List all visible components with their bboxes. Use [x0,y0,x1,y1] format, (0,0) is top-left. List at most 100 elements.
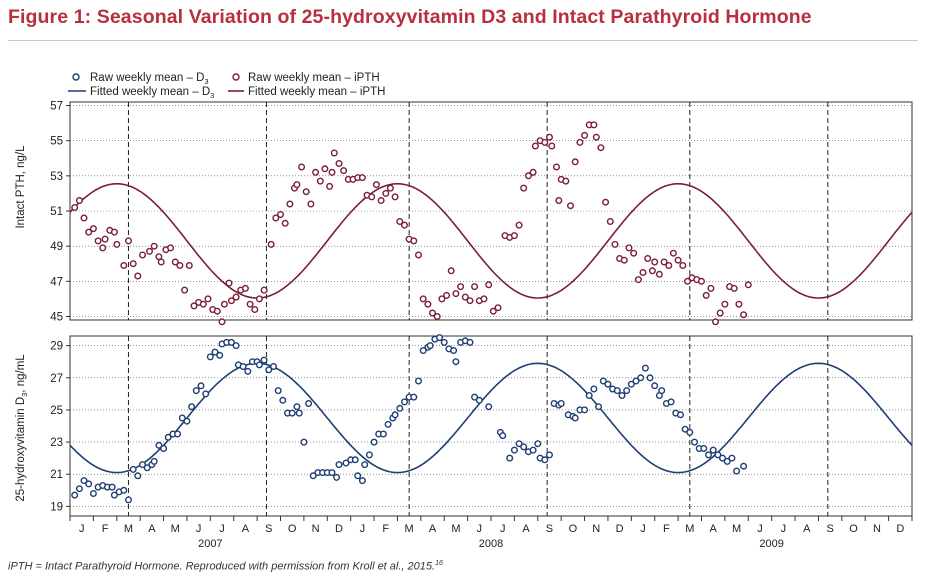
ipth-raw-point [293,181,301,189]
d3-y-tick-label: 29 [50,341,63,353]
d3-raw-point [677,411,685,419]
d3-raw-point [108,483,116,491]
ipth-raw-point [546,133,554,141]
ipth-raw-point [312,168,320,176]
d3-y-tick-label: 23 [50,437,63,449]
d3-raw-point [700,445,708,453]
d3-raw-point [719,454,727,462]
d3-panel: 19 21 23 25 27 29 [50,334,913,517]
d3-raw-point [585,392,593,400]
ipth-raw-point [199,300,207,308]
d3-raw-point [80,477,88,485]
ipth-raw-point [447,267,455,275]
d3-raw-point [164,433,172,441]
ipth-raw-point [438,295,446,303]
d3-raw-point [309,472,317,480]
legend-label-fit-d3: Fitted weekly mean – D3 [90,86,214,100]
d3-raw-point [520,443,528,451]
ipth-raw-point [597,144,605,152]
ipth-raw-point [471,283,479,291]
d3-raw-point [71,491,79,499]
d3-raw-point [546,451,554,459]
d3-raw-point [384,420,392,428]
month-tick-label: J [477,523,483,535]
top-y-axis-label: Intact PTH, ng/L [15,145,27,229]
ipth-raw-point [225,279,233,287]
ipth-raw-point [489,307,497,315]
ipth-raw-point [281,219,289,227]
d3-raw-point [686,428,694,436]
ipth-raw-point [634,276,642,284]
month-tick-label: A [803,523,811,535]
ipth-raw-point [602,198,610,206]
ipth-raw-point [443,291,451,299]
legend-label-raw-d3: Raw weekly mean – D3 [90,72,209,86]
month-tick-label: J [500,523,506,535]
ipth-raw-point [255,295,263,303]
ipth-raw-point [606,217,614,225]
ipth-raw-point [134,272,142,280]
d3-raw-point [379,430,387,438]
ipth-raw-point [358,174,366,182]
d3-raw-point [475,396,483,404]
ipth-raw-point [466,297,474,305]
ipth-raw-point [567,202,575,210]
ipth-raw-point [391,193,399,201]
ipth-raw-point [660,258,668,266]
ipth-raw-point [85,228,93,236]
ipth-raw-point [515,221,523,229]
d3-raw-point [150,457,158,465]
ipth-raw-point [555,196,563,204]
d3-raw-point [206,353,214,361]
ipth-y-tick-label: 55 [50,136,63,148]
d3-raw-point [265,366,273,374]
month-tick-label: F [102,523,109,535]
ipth-y-tick-label: 53 [50,171,63,183]
ipth-raw-point [335,159,343,167]
month-tick-label: D [616,523,624,535]
d3-raw-point [637,374,645,382]
ipth-raw-point [531,142,539,150]
d3-raw-point [293,403,301,411]
title-rule [8,40,918,41]
d3-raw-point [646,374,654,382]
d3-raw-point [714,451,722,459]
footnote: iPTH = Intact Parathyroid Hormone. Repro… [8,560,443,573]
d3-raw-point [85,480,93,488]
ipth-raw-point [124,237,132,245]
ipth-raw-point [251,306,259,314]
ipth-raw-point [611,240,619,248]
ipth-raw-point [227,297,235,305]
d3-raw-point [415,377,423,385]
ipth-raw-point [241,284,249,292]
ipth-raw-point [712,318,720,326]
ipth-raw-point [71,203,79,211]
ipth-raw-point [368,193,376,201]
ipth-raw-point [167,244,175,252]
month-tick-label: J [757,523,763,535]
d3-fitted-line [69,362,913,474]
d3-raw-point [260,356,268,364]
ipth-raw-point [246,300,254,308]
ipth-raw-point [644,254,652,262]
d3-raw-point [452,358,460,366]
ipth-raw-point [529,168,537,176]
d3-raw-point [288,409,296,417]
month-tick-label: N [312,523,320,535]
ipth-raw-point [377,196,385,204]
d3-raw-point [627,380,635,388]
d3-raw-point [244,367,252,375]
d3-raw-point [485,403,493,411]
ipth-raw-point [185,262,193,270]
ipth-raw-point [520,184,528,192]
ipth-raw-point [576,138,584,146]
d3-raw-point [623,387,631,395]
legend-label-fit-ipth: Fitted weekly mean – iPTH [248,86,385,98]
ipth-raw-point [213,307,221,315]
footnote-text: iPTH = Intact Parathyroid Hormone. Repro… [8,560,436,573]
month-tick-label: D [896,523,904,535]
ipth-raw-point [80,214,88,222]
d3-raw-point [641,364,649,372]
ipth-raw-point [424,300,432,308]
d3-raw-point [733,467,741,475]
